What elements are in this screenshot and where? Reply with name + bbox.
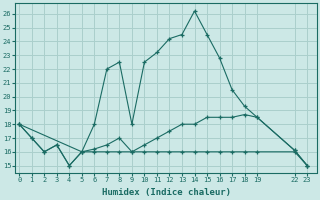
X-axis label: Humidex (Indice chaleur): Humidex (Indice chaleur) xyxy=(102,188,231,197)
